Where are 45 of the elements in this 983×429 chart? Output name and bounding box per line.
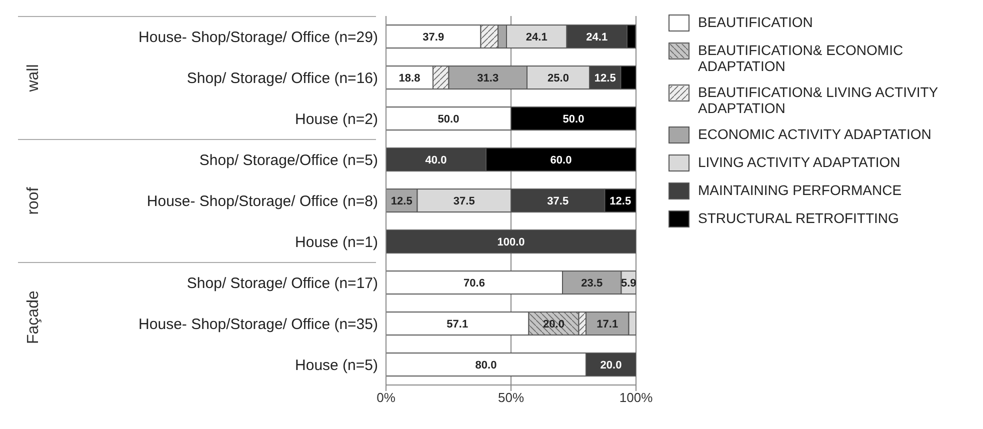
data-label: 18.8 [398, 72, 420, 85]
data-label: 12.5 [610, 196, 632, 208]
y-tick-label: Shop/ Storage/ Office (n=17) [186, 274, 378, 292]
data-label: 80.0 [475, 360, 497, 372]
data-label: 37.5 [547, 196, 569, 208]
legend-label: ECONOMIC ACTIVITY ADAPTATION [698, 126, 932, 142]
bar [386, 230, 636, 254]
data-label: 70.6 [464, 278, 485, 290]
data-label: 60.0 [550, 154, 572, 167]
data-label: 50.0 [562, 114, 584, 126]
legend-label: LIVING ACTIVITY ADAPTATION [698, 154, 902, 170]
text: Façade [24, 290, 43, 344]
data-label: 50.0 [438, 114, 460, 126]
data-label: 37.5 [453, 196, 475, 208]
x-tick-label: 0% [376, 390, 396, 406]
data-label: 25.0 [548, 72, 569, 85]
text: wall [24, 62, 43, 94]
legend-label: STRUCTURAL RETROFITTING [698, 210, 900, 226]
data-label: 23.5 [581, 278, 603, 290]
data-label: 24.1 [526, 32, 548, 44]
data-label: 24.1 [586, 32, 608, 44]
data-label: 40.0 [425, 154, 447, 167]
x-tick-label: 100% [619, 390, 654, 406]
y-tick-label: House- Shop/Storage/ Office (n=8) [146, 192, 378, 210]
text: roof [24, 186, 43, 216]
y-tick-label: Shop/ Storage/ Office (n=16) [186, 70, 378, 87]
legend-label: MAINTAINING PERFORMANCE [698, 182, 903, 198]
data-label: 37.9 [422, 32, 444, 44]
legend-label: BEAUTIFICATION& ECONOMIC ADAPTATION [698, 42, 904, 74]
legend-label: BEAUTIFICATION [698, 14, 814, 30]
data-label: 20.0 [600, 360, 622, 372]
data-label: 17.1 [596, 318, 618, 331]
y-tick-label: House- Shop/Storage/ Office (n=29) [138, 28, 378, 46]
y-tick-label: House (n=1) [295, 234, 378, 251]
y-tick-label: House (n=5) [295, 356, 378, 374]
data-label: 57.1 [446, 318, 468, 331]
data-label: 12.5 [594, 72, 616, 85]
y-tick-label: Shop/ Storage/Office (n=5) [199, 152, 378, 169]
data-label: 31.3 [477, 72, 499, 85]
data-label: 100.0 [497, 236, 525, 249]
y-tick-label: House- Shop/Storage/ Office (n=35) [138, 316, 378, 333]
x-tick-label: 50% [498, 390, 524, 406]
data-label: 12.5 [390, 196, 412, 208]
legend-label: BEAUTIFICATION& LIVING ACTIVITY ADAPTATION [698, 84, 939, 116]
y-tick-label: House (n=2) [295, 110, 378, 128]
